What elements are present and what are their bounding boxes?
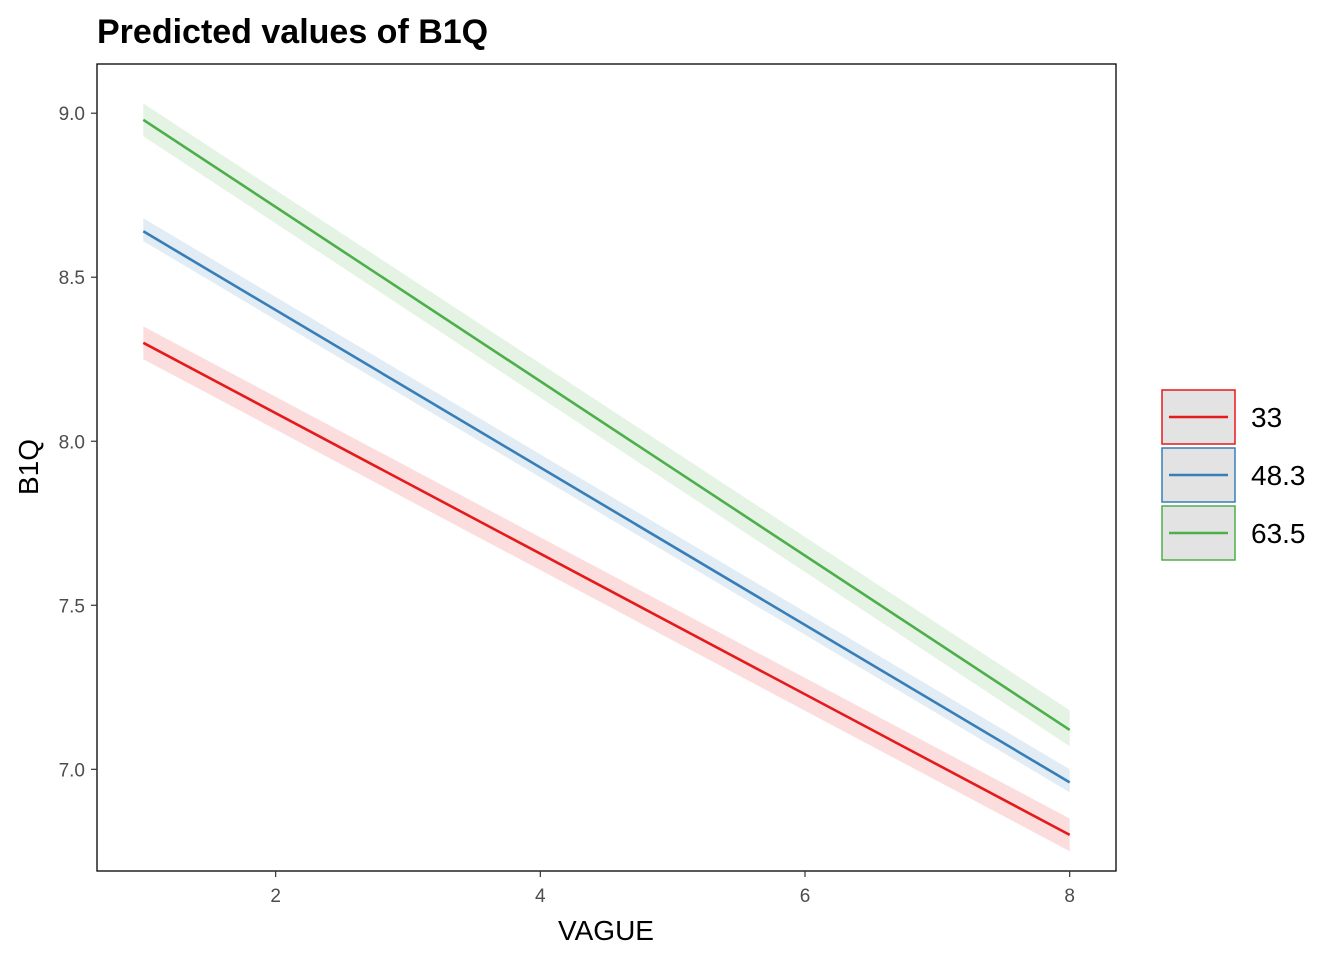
legend-label-1: 48.3 [1251, 460, 1306, 491]
confidence-bands [143, 103, 1070, 852]
chart-title: Predicted values of B1Q [97, 13, 488, 51]
y-tick-label: 9.0 [59, 104, 85, 125]
legend: 33 48.3 63.5 [1161, 389, 1306, 561]
x-tick-label: 4 [535, 886, 546, 907]
x-tick-label: 6 [800, 886, 811, 907]
series-lines [142, 118, 1071, 837]
series-line-0 [142, 341, 1071, 837]
series-line-2 [142, 118, 1071, 731]
y-tick-label: 8.0 [59, 432, 85, 453]
plot-panel-border [96, 63, 1117, 872]
legend-label-2: 63.5 [1251, 518, 1306, 549]
legend-label-0: 33 [1251, 402, 1282, 433]
y-tick-label: 8.5 [59, 268, 85, 289]
y-axis-title: B1Q [13, 439, 44, 495]
x-tick-label: 8 [1064, 886, 1075, 907]
y-axis: 7.0 7.5 8.0 8.5 9.0 [59, 104, 97, 781]
y-tick-label: 7.0 [59, 760, 85, 781]
series-line-1 [142, 230, 1071, 784]
ci-band-1 [143, 218, 1070, 793]
y-tick-label: 7.5 [59, 596, 85, 617]
x-axis-title: VAGUE [558, 915, 654, 946]
x-tick-label: 2 [270, 886, 281, 907]
x-axis: 2 4 6 8 [270, 871, 1075, 907]
